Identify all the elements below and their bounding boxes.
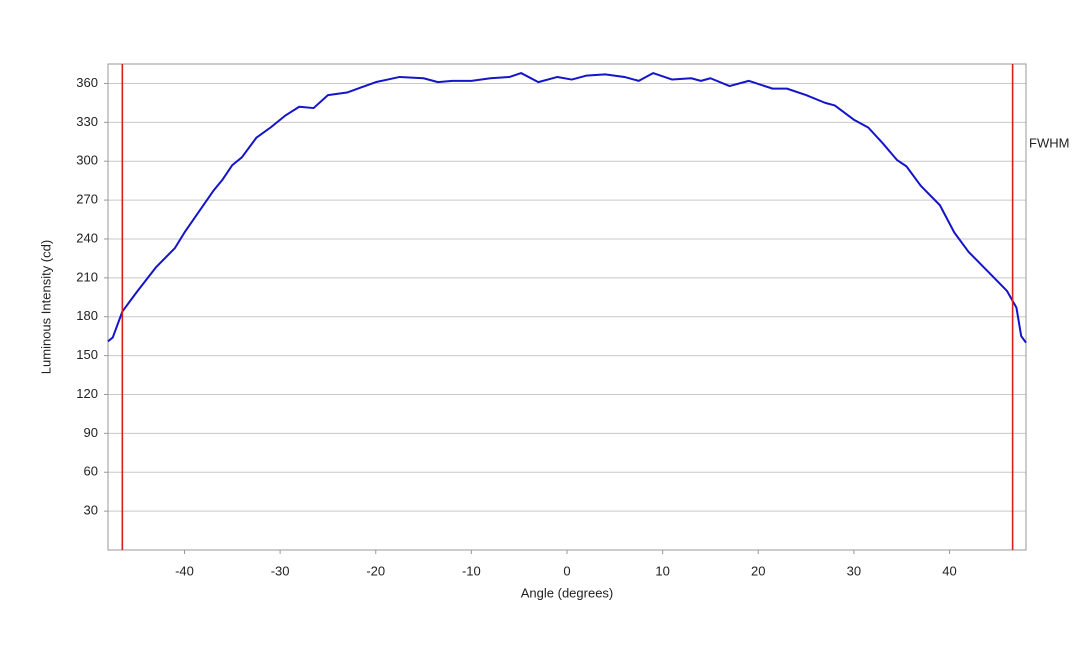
- x-tick-label: -20: [366, 563, 385, 578]
- y-tick-label: 30: [84, 503, 98, 518]
- y-tick-label: 300: [76, 153, 98, 168]
- y-tick-label: 270: [76, 192, 98, 207]
- y-tick-label: 90: [84, 425, 98, 440]
- x-tick-label: 40: [942, 563, 956, 578]
- x-tick-label: -40: [175, 563, 194, 578]
- x-axis-label: Angle (degrees): [521, 585, 614, 600]
- x-tick-label: -10: [462, 563, 481, 578]
- y-tick-label: 330: [76, 114, 98, 129]
- y-tick-label: 150: [76, 347, 98, 362]
- x-tick-label: 10: [655, 563, 669, 578]
- y-tick-label: 360: [76, 75, 98, 90]
- y-tick-label: 120: [76, 386, 98, 401]
- y-tick-label: 60: [84, 464, 98, 479]
- y-tick-label: 240: [76, 230, 98, 245]
- data-line: [107, 72, 1027, 344]
- x-tick-label: 30: [847, 563, 861, 578]
- plot-frame: [107, 63, 1027, 551]
- y-axis-label: Luminous Intensity (cd): [38, 240, 53, 374]
- x-tick-label: 0: [563, 563, 570, 578]
- fwhm-label: FWHM: [1029, 135, 1069, 150]
- y-tick-label: 180: [76, 308, 98, 323]
- x-tick-label: -30: [271, 563, 290, 578]
- y-tick-label: 210: [76, 269, 98, 284]
- x-tick-label: 20: [751, 563, 765, 578]
